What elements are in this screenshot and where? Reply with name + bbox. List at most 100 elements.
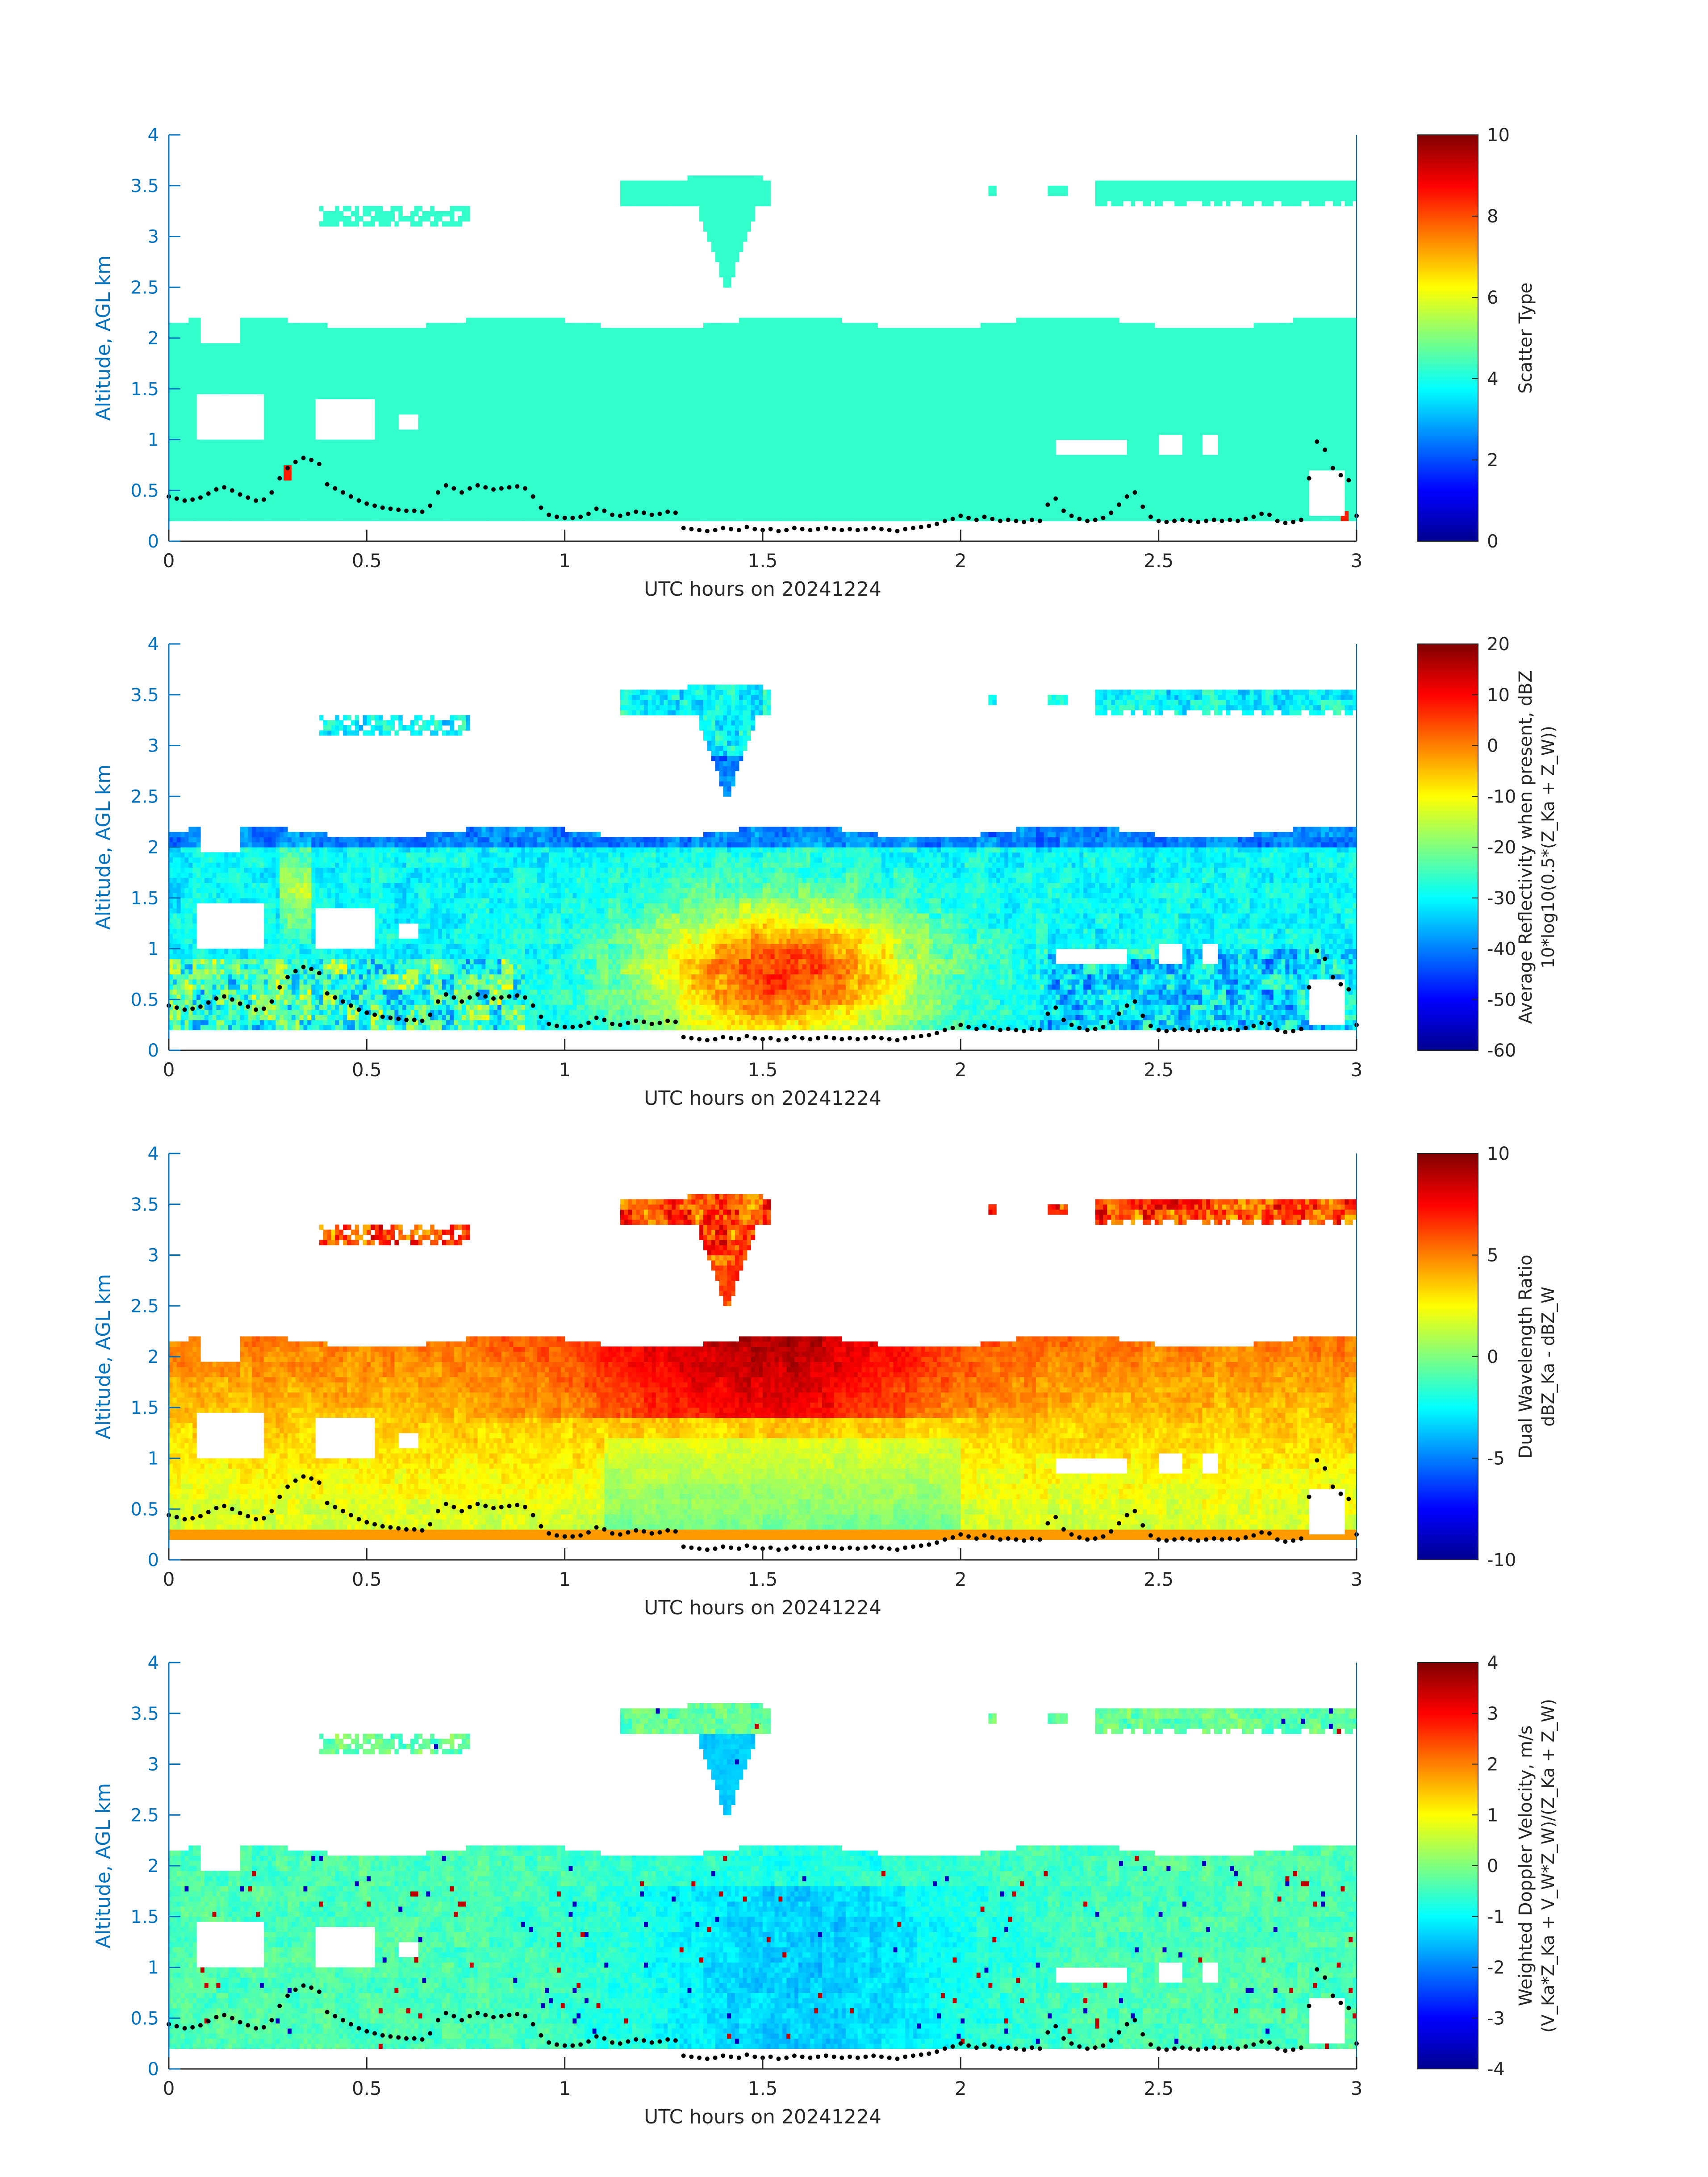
heatmap-cell [205,445,209,450]
heatmap-cell [181,409,185,414]
heatmap-cell [252,445,256,450]
heatmap-cell [216,450,221,455]
heatmap-cell [177,490,181,496]
heatmap-cell [200,506,205,511]
heatmap-cell [240,455,245,460]
heatmap-cell [244,481,249,486]
heatmap-cell [220,460,225,465]
heatmap-cell [181,394,185,399]
heatmap-cell [220,450,225,455]
heatmap-cell [228,460,233,465]
heatmap-cell [232,353,237,359]
heatmap-cell [256,465,260,470]
heatmap-cell [173,460,177,465]
heatmap-cell [185,404,189,409]
heatmap-cell [232,389,237,394]
heatmap-cell [177,374,181,379]
heatmap-cell [205,368,209,374]
heatmap-cell [224,465,229,470]
heatmap-cell [181,338,185,343]
heatmap-cell [216,364,221,369]
heatmap-cell [244,440,249,445]
heatmap-cell [264,516,268,521]
heatmap-cell [252,318,256,323]
heatmap-cell [244,470,249,476]
heatmap-cell [177,323,181,328]
heatmap-cell [209,353,213,359]
heatmap-cell [173,424,177,430]
heatmap-cell [228,475,233,481]
heatmap-cell [177,368,181,374]
heatmap-cell [209,374,213,379]
heatmap-cell [216,501,221,506]
heatmap-cell [181,379,185,384]
heatmap-cell [192,384,197,389]
heatmap-cell [248,485,252,491]
heatmap-cell [188,318,193,323]
heatmap-cell [188,348,193,354]
heatmap-cell [216,359,221,364]
heatmap-cell [181,364,185,369]
heatmap-cell [236,506,241,511]
heatmap-cell [205,506,209,511]
heatmap-cell [248,353,252,359]
heatmap-cell [220,440,225,445]
heatmap-cell [188,409,193,414]
heatmap-cell [213,384,217,389]
heatmap-cell [244,338,249,343]
heatmap-cell [188,414,193,420]
heatmap-cell [213,343,217,348]
heatmap-cell [177,419,181,425]
heatmap-cell [220,353,225,359]
heatmap-cell [196,389,201,394]
heatmap-cell [192,328,197,333]
heatmap-cell [220,511,225,516]
heatmap-cell [224,481,229,486]
heatmap-cell [256,348,260,354]
heatmap-cell [185,506,189,511]
heatmap-cell [224,470,229,476]
heatmap-cell [224,496,229,501]
heatmap-cell [192,465,197,470]
heatmap-cell [205,516,209,521]
heatmap-cell [224,511,229,516]
heatmap-cell [177,394,181,399]
heatmap-cell [196,511,201,516]
heatmap-cell [232,368,237,374]
panel-1: 00.511.522.533.540 0.5 1 1.5 2 2.5 3UTC hours … [92,125,1536,601]
heatmap-cell [240,470,245,476]
heatmap-cell [192,516,197,521]
heatmap-cell [252,516,256,521]
heatmap-cell [192,379,197,384]
heatmap-cell [240,323,245,328]
heatmap-cell [185,435,189,440]
heatmap-cell [252,470,256,476]
heatmap-cell [185,368,189,374]
heatmap-cell [260,485,264,491]
heatmap-cell [173,430,177,435]
heatmap-cell [205,475,209,481]
heatmap-cell [177,455,181,460]
heatmap-cell [185,440,189,445]
heatmap-cell [185,338,189,343]
heatmap-cell [252,384,256,389]
heatmap-cell [252,374,256,379]
heatmap-cell [188,455,193,460]
heatmap-cell [260,333,264,338]
heatmap-cell [216,455,221,460]
heatmap-cell [181,445,185,450]
heatmap-cell [209,445,213,450]
heatmap-cell [200,359,205,364]
heatmap-cell [213,501,217,506]
heatmap-cell [192,470,197,476]
heatmap-cell [224,501,229,506]
heatmap-cell [177,379,181,384]
heatmap-cell [256,353,260,359]
heatmap-cell [213,450,217,455]
heatmap-cell [181,511,185,516]
heatmap-cell [228,368,233,374]
heatmap-cell [177,430,181,435]
heatmap-cell [248,440,252,445]
heatmap-cell [173,364,177,369]
heatmap-cell [236,470,241,476]
